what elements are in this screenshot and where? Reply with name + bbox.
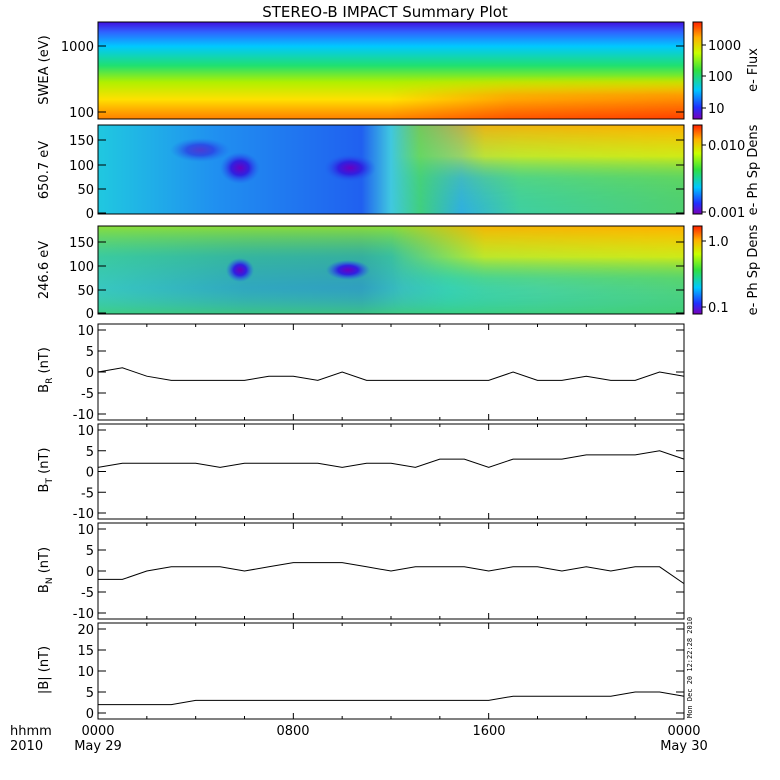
br-ytick-label: 10 xyxy=(77,324,94,339)
swea-cb-tick-1000: 1000 xyxy=(708,39,741,54)
pad-246-ytick-50: 50 xyxy=(77,284,94,299)
pad-650-cb-tick-0.010: 0.010 xyxy=(708,139,745,154)
swea-ylabel: SWEA (eV) xyxy=(37,35,52,104)
pad-246-ytick-100: 100 xyxy=(69,260,94,275)
bn-ytick-label: -10 xyxy=(73,607,94,622)
pad-246-frame xyxy=(97,225,685,315)
time-axis-corner-year: 2010 xyxy=(10,739,43,754)
pad-650-cb-tick-0.001: 0.001 xyxy=(708,206,745,221)
pad-246-cb-tick-1.0: 1.0 xyxy=(708,235,729,250)
pad-650-ytick-100: 100 xyxy=(69,159,94,174)
date-label-end: May 30 xyxy=(660,739,708,754)
date-label-start: May 29 xyxy=(74,739,122,754)
panel-swea: 1000 100 SWEA (eV) 1000 100 10 e- Flux xyxy=(37,21,761,121)
pad-650-cb-label: e- Ph Sp Dens xyxy=(746,124,761,215)
pad-246-yticks xyxy=(98,241,684,314)
bt-ylabel: BT (nT) xyxy=(37,448,55,493)
time-axis: 0000 0800 1600 0000 May 29 May 30 hhmm 2… xyxy=(10,724,708,754)
br-ytick-label: -10 xyxy=(73,408,94,423)
time-tick-1600: 1600 xyxy=(472,724,505,739)
bmag-ytick-label: 10 xyxy=(77,665,94,680)
panel-pad-650: 0 50 100 150 650.7 eV 0.010 0.001 e- Ph … xyxy=(37,124,761,222)
time-tick-0800: 0800 xyxy=(276,724,309,739)
bn-ytick-label: -5 xyxy=(81,586,94,601)
swea-cb-tick-100: 100 xyxy=(708,70,733,85)
bn-ytick-label: 10 xyxy=(77,523,94,538)
pad-246-ytick-0: 0 xyxy=(86,307,94,322)
bt-frame xyxy=(97,423,685,520)
bt-ytick-label: 5 xyxy=(86,445,94,460)
pad-246-ytick-150: 150 xyxy=(69,236,94,251)
swea-enhancement xyxy=(98,22,684,119)
br-ytick-label: -5 xyxy=(81,387,94,402)
bt-ytick-label: -10 xyxy=(73,507,94,522)
br-trace xyxy=(97,367,685,381)
pad-246-colorbar xyxy=(692,225,703,315)
bt-ytick-label: 10 xyxy=(77,424,94,439)
pad-650-enhancement xyxy=(98,125,684,214)
magnetic-field-panels: -10 -5 0 5 10 BR (nT) -10 -5 0 5 10 BT (nT) -10 -5 0 5 1… xyxy=(37,323,685,722)
pad-650-ytick-50: 50 xyxy=(77,183,94,198)
pad-650-yticks xyxy=(98,139,684,214)
swea-cb-tick-10: 10 xyxy=(708,102,725,117)
time-tick-end-0000: 0000 xyxy=(667,724,700,739)
bn-trace xyxy=(98,562,685,585)
pad-650-frame xyxy=(97,124,685,215)
swea-frame xyxy=(97,21,685,120)
bn-ytick-label: 0 xyxy=(86,565,94,580)
bmag-ytick-label: 15 xyxy=(77,644,94,659)
pad-650-ytick-0: 0 xyxy=(86,207,94,222)
bt-ytick-label: -5 xyxy=(81,486,94,501)
pad-650-ylabel: 650.7 eV xyxy=(37,141,52,199)
bt-trace xyxy=(97,450,685,468)
bmag-ytick-label: 0 xyxy=(86,707,94,722)
br-ytick-label: 0 xyxy=(86,366,94,381)
panel-pad-246: 0 50 100 150 246.6 eV 1.0 0.1 e- Ph Sp D… xyxy=(37,224,761,322)
bmag-frame xyxy=(97,622,685,720)
generation-timestamp: Mon Dec 20 12:22:28 2010 xyxy=(686,617,694,718)
swea-cb-label: e- Flux xyxy=(746,48,761,92)
time-tick-0000: 0000 xyxy=(81,724,114,739)
bt-ytick-label: 0 xyxy=(86,466,94,481)
pad-246-ylabel: 246.6 eV xyxy=(37,241,52,299)
swea-ytick-1000: 1000 xyxy=(61,40,94,55)
pad-650-ytick-150: 150 xyxy=(69,134,94,149)
bn-ytick-label: 5 xyxy=(86,544,94,559)
swea-ytick-100: 100 xyxy=(69,106,94,121)
pad-246-cb-label: e- Ph Sp Dens xyxy=(746,224,761,315)
pad-650-colorbar xyxy=(692,124,703,215)
swea-colorbar xyxy=(692,21,703,120)
br-frame xyxy=(97,323,685,421)
br-ylabel: BR (nT) xyxy=(37,347,55,393)
bmag-ylabel: |B| (nT) xyxy=(37,646,52,694)
bmag-ytick-label: 20 xyxy=(77,623,94,638)
bmag-trace xyxy=(98,691,685,706)
br-ytick-label: 5 xyxy=(86,345,94,360)
pad-246-cb-tick-0.1: 0.1 xyxy=(708,301,729,316)
pad-246-enhancement xyxy=(98,226,684,314)
time-axis-corner-hhmm: hhmm xyxy=(10,724,52,739)
bmag-ytick-label: 5 xyxy=(86,686,94,701)
plot-title: STEREO-B IMPACT Summary Plot xyxy=(262,3,508,21)
bn-ylabel: BN (nT) xyxy=(37,547,55,593)
